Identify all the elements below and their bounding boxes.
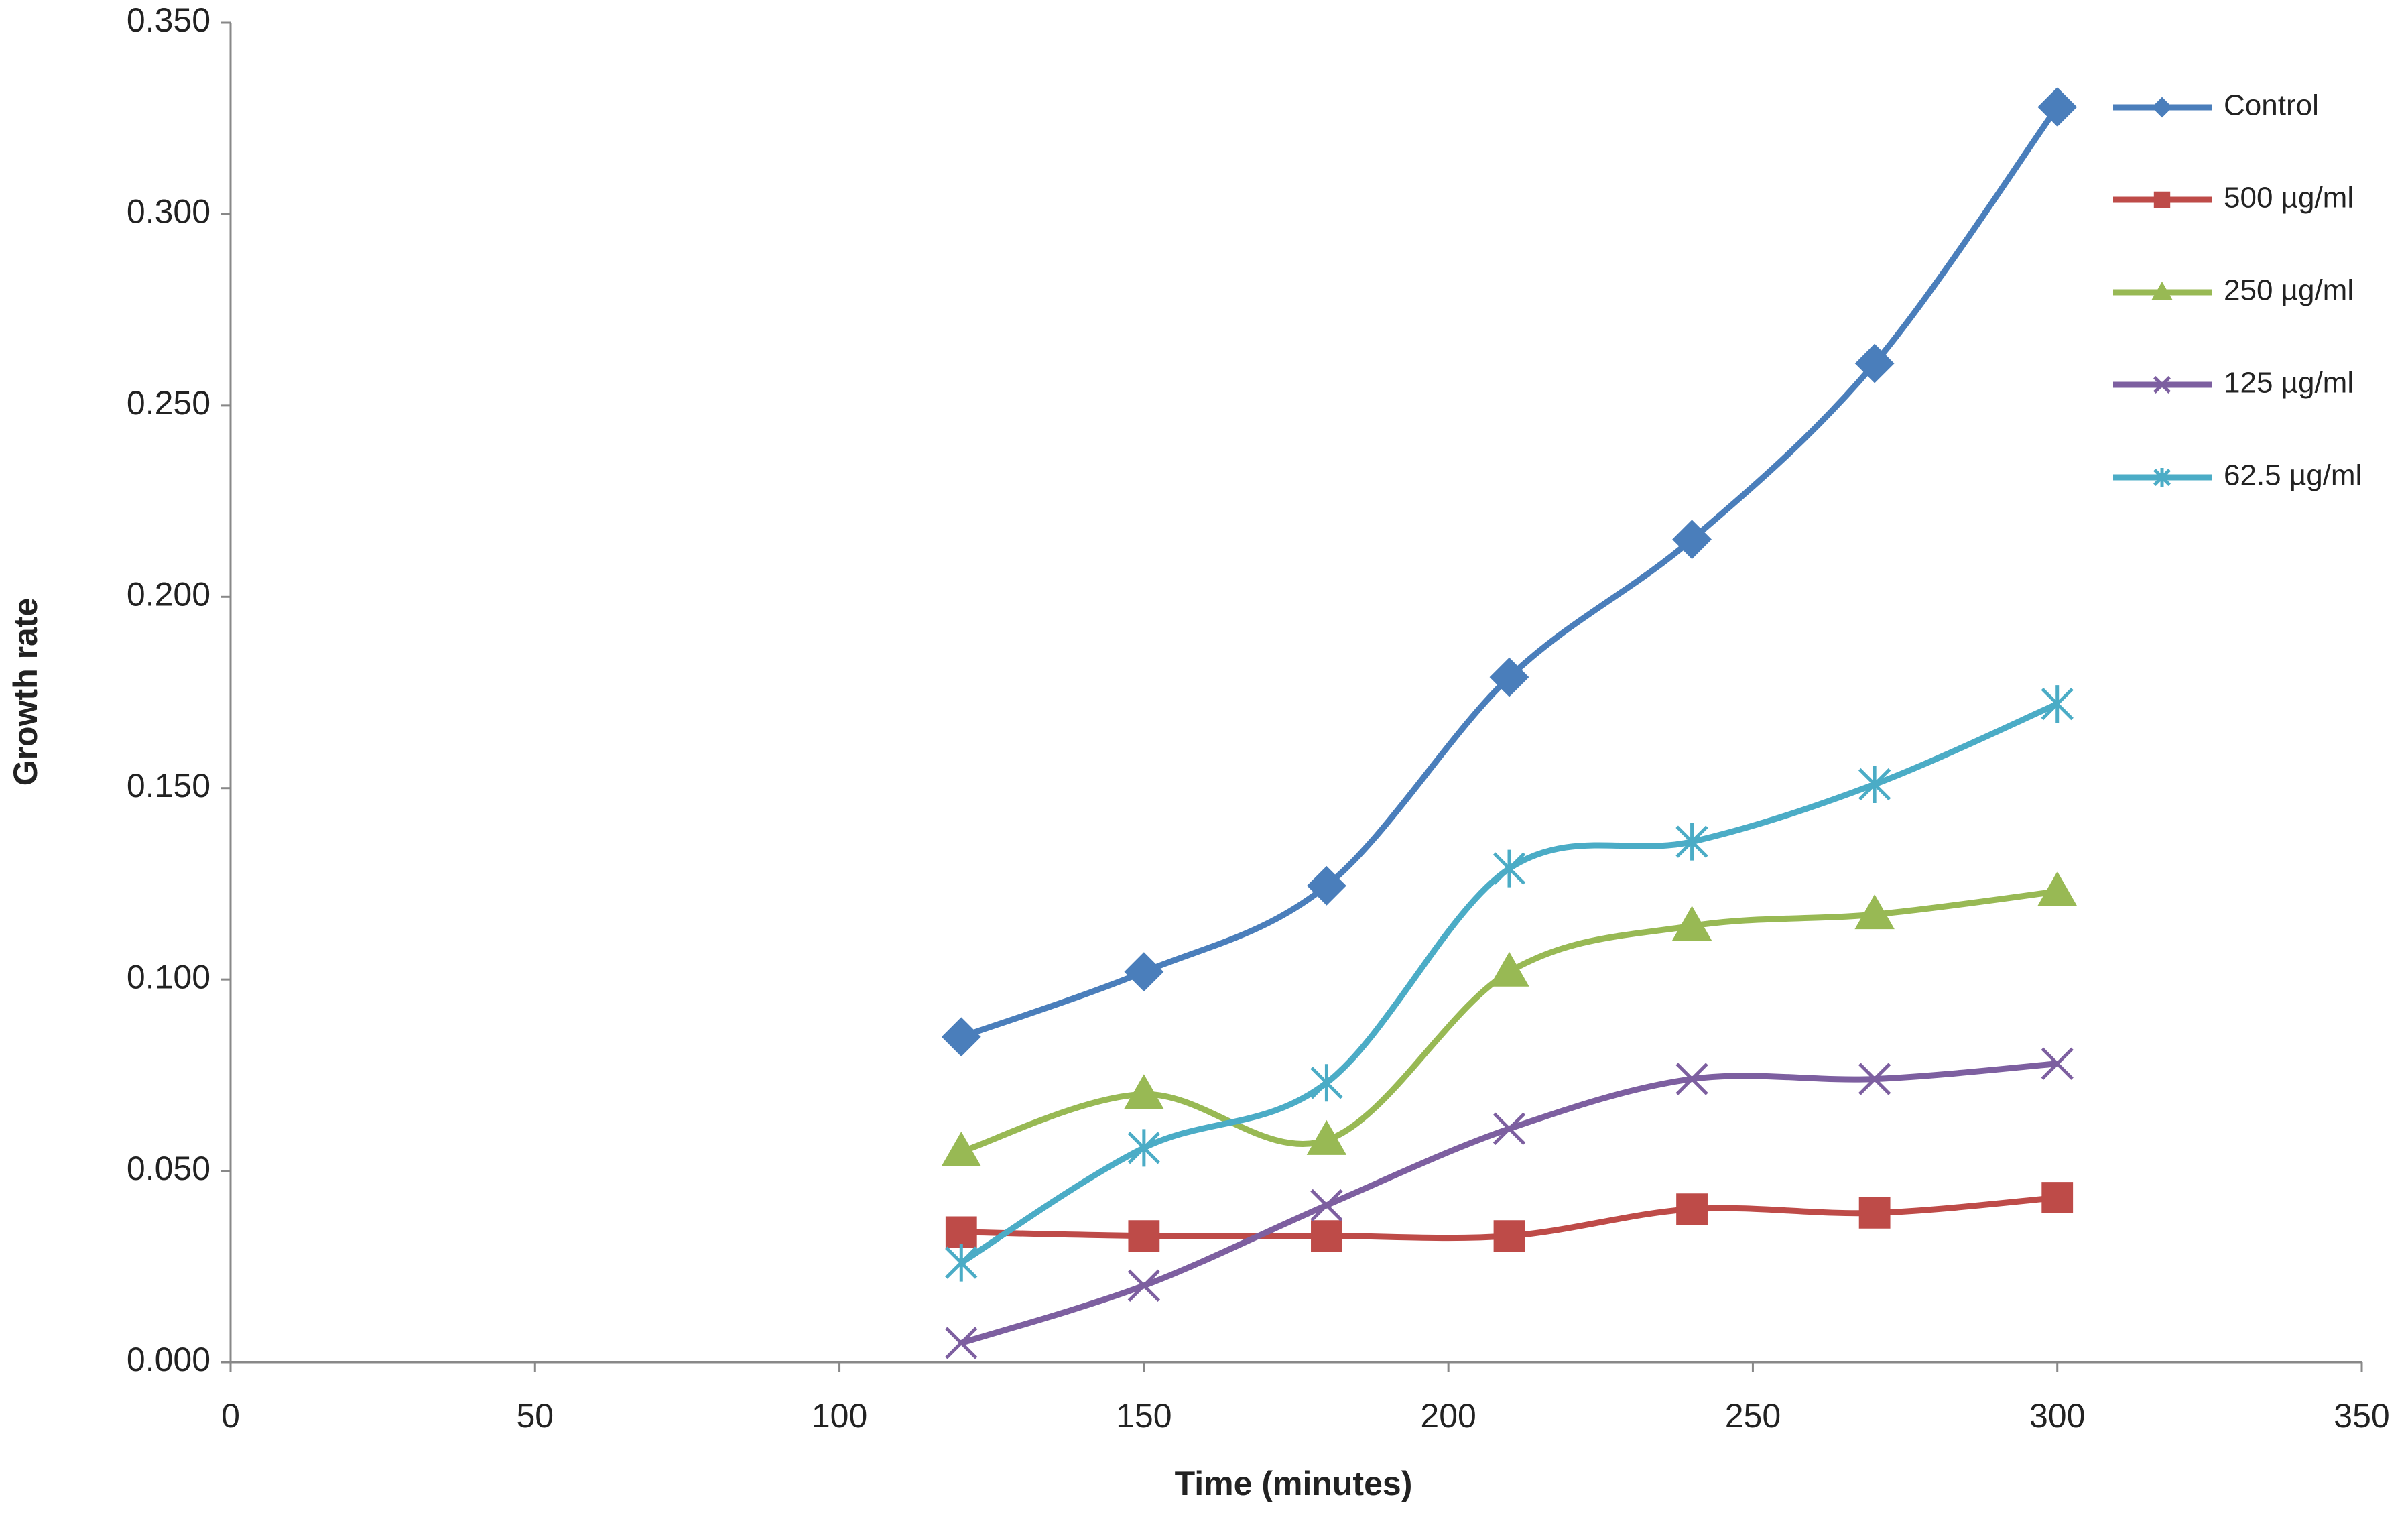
marker <box>2037 87 2078 127</box>
marker <box>1124 952 1164 992</box>
marker <box>1493 1112 1526 1145</box>
marker <box>1128 1220 1160 1252</box>
x-tick-label: 300 <box>2029 1397 2085 1435</box>
marker <box>945 1244 978 1282</box>
x-tick-label: 150 <box>1116 1397 1171 1435</box>
marker <box>2153 468 2171 487</box>
marker <box>1858 1197 1891 1229</box>
y-tick-label: 0.000 <box>127 1341 210 1378</box>
marker <box>945 1216 977 1248</box>
marker <box>1672 520 1712 560</box>
marker <box>1675 823 1708 861</box>
marker <box>2041 685 2074 723</box>
marker <box>2041 1182 2074 1213</box>
series-line <box>960 1061 2058 1346</box>
x-tick-label: 0 <box>221 1397 240 1435</box>
marker <box>1310 1189 1343 1222</box>
legend-label: 62.5 µg/ml <box>2224 459 2362 492</box>
marker <box>2041 1047 2074 1080</box>
x-tick-label: 350 <box>2334 1397 2389 1435</box>
marker <box>1489 657 1529 697</box>
marker <box>941 1017 981 1057</box>
marker <box>1858 766 1891 804</box>
y-tick-label: 0.250 <box>127 384 210 422</box>
marker <box>1306 1119 1347 1155</box>
marker <box>1127 1269 1161 1302</box>
legend-label: 125 µg/ml <box>2224 367 2354 400</box>
x-tick-label: 100 <box>812 1397 867 1435</box>
marker <box>1124 1074 1164 1109</box>
y-tick-label: 0.050 <box>127 1150 210 1187</box>
marker <box>2151 281 2173 300</box>
marker <box>1310 1064 1343 1102</box>
marker <box>1675 1063 1708 1095</box>
y-tick-label: 0.350 <box>127 1 210 39</box>
y-tick-label: 0.300 <box>127 193 210 231</box>
marker <box>1489 951 1529 987</box>
x-axis-title: Time (minutes) <box>1175 1465 1413 1502</box>
marker <box>1854 894 1895 930</box>
marker <box>2037 871 2078 906</box>
marker <box>945 1327 978 1359</box>
y-tick-label: 0.150 <box>127 767 210 804</box>
marker <box>1493 1220 1525 1252</box>
legend-label: 500 µg/ml <box>2224 182 2354 215</box>
marker <box>2153 191 2171 208</box>
y-tick-label: 0.100 <box>127 958 210 995</box>
y-tick-label: 0.200 <box>127 575 210 613</box>
marker <box>1858 1063 1891 1095</box>
marker <box>1854 343 1895 383</box>
y-axis-title: Growth rate <box>7 598 44 786</box>
legend-label: Control <box>2224 89 2319 122</box>
marker <box>941 1132 982 1167</box>
legend-label: 250 µg/ml <box>2224 274 2354 307</box>
series-line <box>960 105 2060 1040</box>
x-tick-label: 250 <box>1725 1397 1781 1435</box>
marker <box>1493 849 1526 888</box>
marker <box>2153 376 2171 394</box>
marker <box>1127 1129 1161 1167</box>
marker <box>1671 906 1712 941</box>
marker <box>1307 865 1346 906</box>
series-line <box>960 888 2058 1155</box>
x-tick-label: 50 <box>516 1397 554 1435</box>
marker <box>1311 1220 1342 1252</box>
marker <box>1676 1193 1708 1225</box>
x-tick-label: 200 <box>1420 1397 1476 1435</box>
marker <box>2151 97 2173 118</box>
